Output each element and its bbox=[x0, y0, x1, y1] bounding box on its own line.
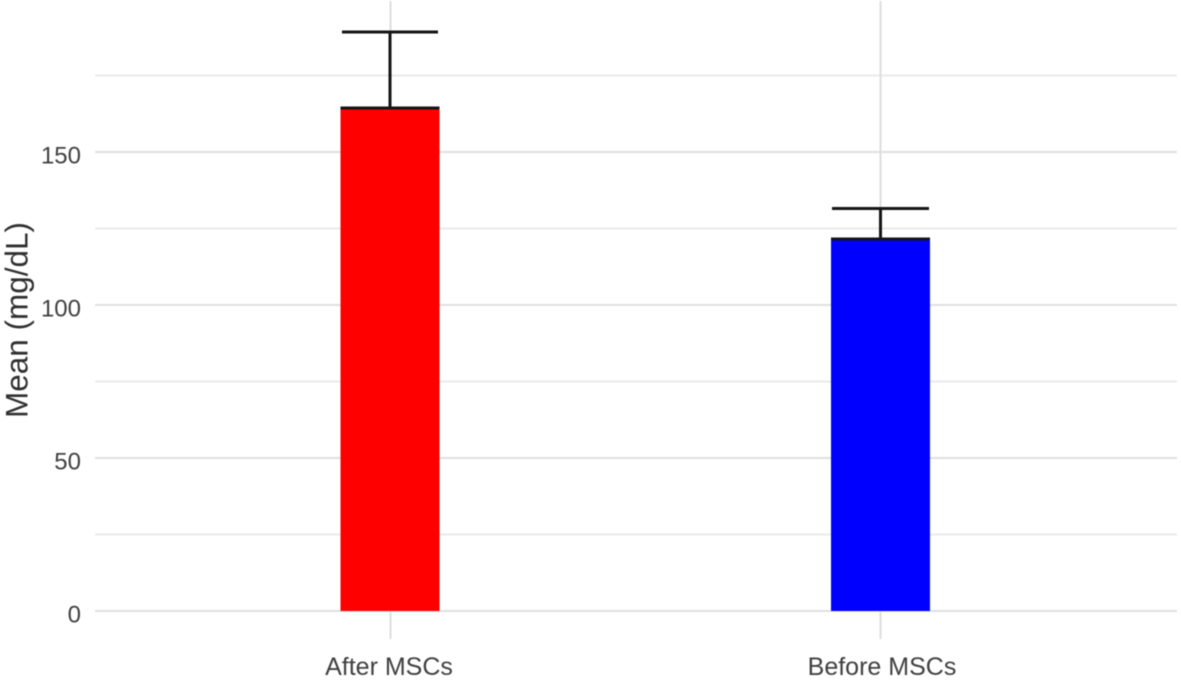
svg-text:0: 0 bbox=[68, 602, 81, 629]
svg-text:100: 100 bbox=[41, 296, 81, 323]
svg-text:Before MSCs: Before MSCs bbox=[808, 653, 957, 681]
svg-text:Mean (mg/dL): Mean (mg/dL) bbox=[0, 222, 35, 418]
svg-text:After MSCs: After MSCs bbox=[325, 653, 453, 681]
svg-text:50: 50 bbox=[54, 449, 81, 476]
svg-text:150: 150 bbox=[41, 143, 81, 170]
